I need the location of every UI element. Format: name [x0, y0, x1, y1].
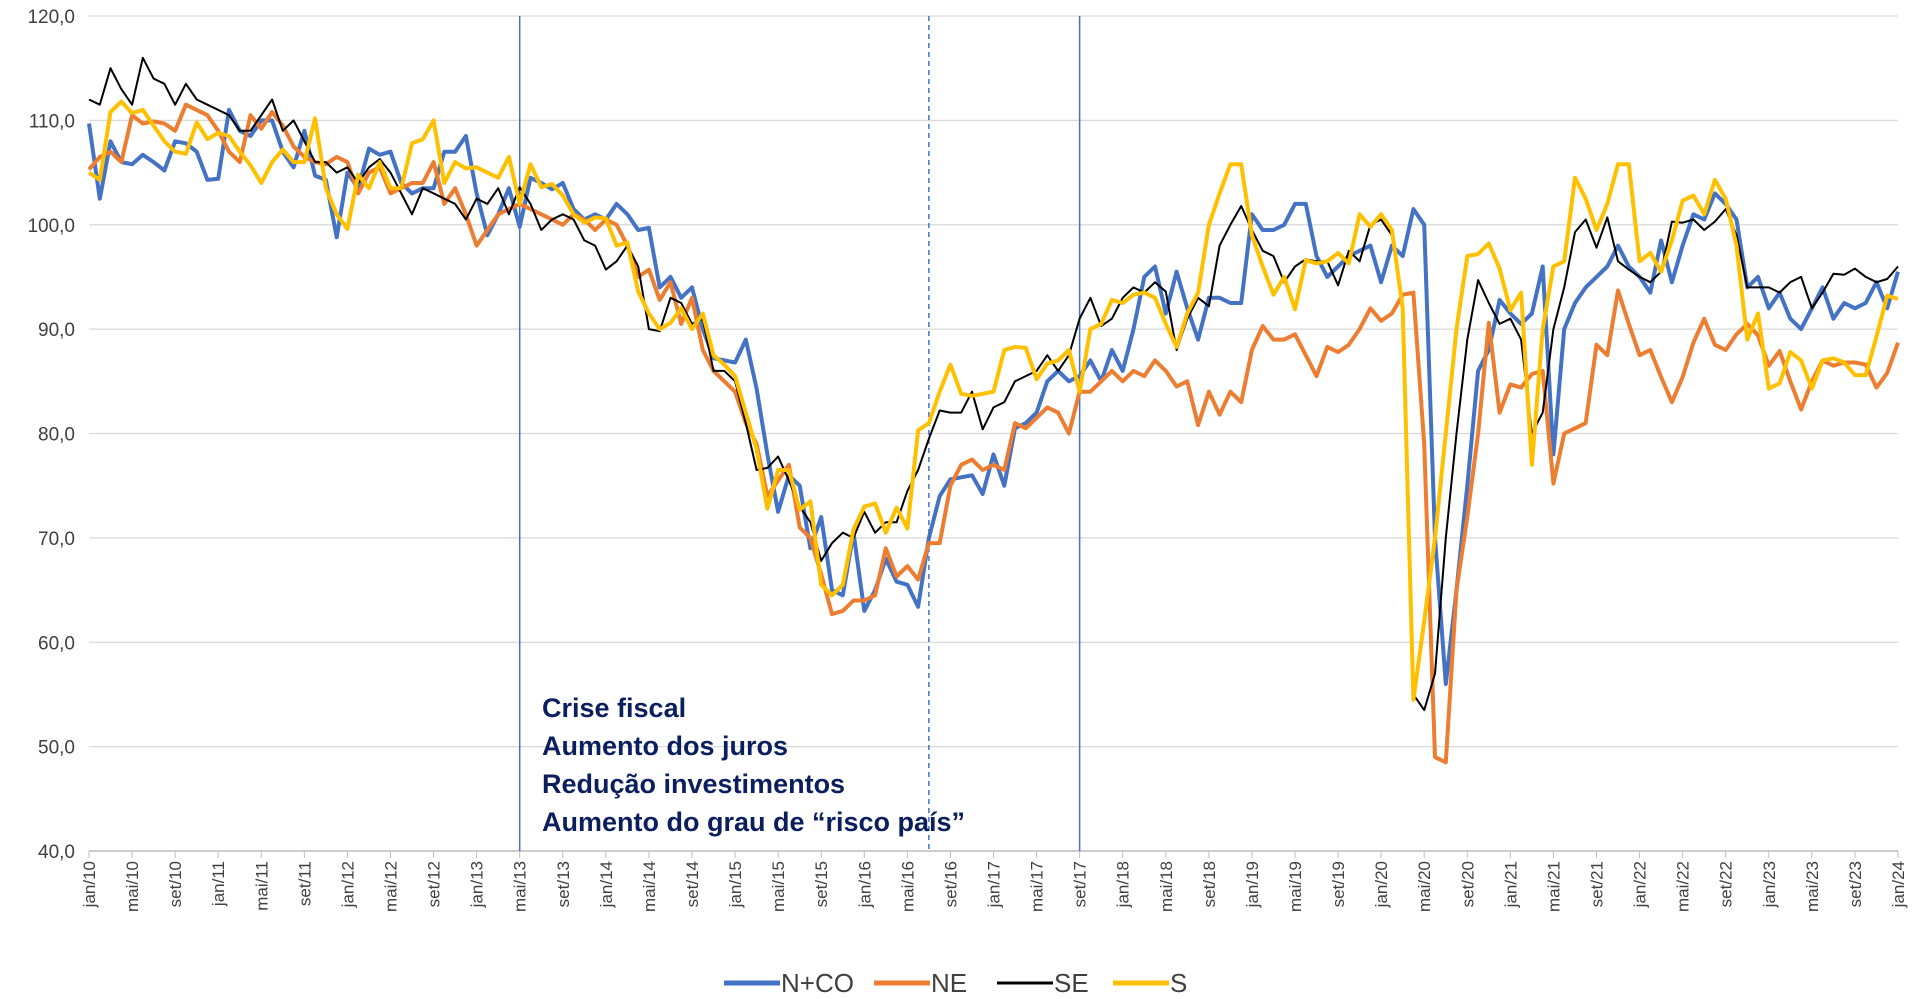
annotation: Redução investimentos [542, 769, 845, 799]
y-tick-label: 60,0 [38, 633, 75, 654]
x-tick-label: mai/15 [769, 861, 788, 912]
x-tick-label: set/21 [1588, 861, 1607, 907]
x-tick-label: jan/14 [597, 861, 616, 908]
x-tick-label: set/16 [941, 861, 960, 907]
x-tick-label: jan/10 [80, 861, 99, 908]
x-tick-label: set/15 [812, 861, 831, 907]
x-tick-label: set/23 [1846, 861, 1865, 907]
y-tick-label: 110,0 [29, 111, 75, 132]
y-tick-label: 100,0 [27, 216, 75, 237]
x-tick-label: jan/16 [855, 861, 874, 908]
x-tick-label: mai/22 [1674, 861, 1693, 912]
legend-label: N+CO [781, 968, 854, 998]
x-tick-label: mai/20 [1415, 861, 1434, 912]
x-tick-label: jan/19 [1243, 861, 1262, 908]
x-tick-label: jan/15 [726, 861, 745, 908]
x-tick-label: mai/13 [511, 861, 530, 912]
x-tick-label: set/13 [554, 861, 573, 907]
x-tick-label: set/12 [425, 861, 444, 907]
annotation: Aumento do grau de “risco país” [542, 807, 965, 837]
x-tick-label: jan/11 [209, 861, 228, 907]
x-tick-label: jan/24 [1889, 861, 1908, 908]
x-tick-label: set/17 [1071, 861, 1090, 907]
x-tick-label: mai/10 [123, 861, 142, 912]
x-tick-label: jan/20 [1372, 861, 1391, 908]
series-line [87, 102, 1900, 765]
x-tick-label: set/20 [1458, 861, 1477, 907]
series-line [88, 56, 1899, 712]
x-tick-label: set/10 [166, 861, 185, 907]
y-tick-label: 50,0 [38, 738, 75, 759]
legend-label: SE [1054, 968, 1089, 998]
y-tick-label: 70,0 [38, 529, 75, 550]
x-tick-label: jan/23 [1760, 861, 1779, 908]
legend-label: S [1170, 968, 1187, 998]
x-tick-label: mai/19 [1286, 861, 1305, 912]
x-tick-label: set/11 [295, 861, 314, 906]
legend-label: NE [931, 968, 967, 998]
x-tick-label: mai/14 [640, 861, 659, 912]
annotation: Crise fiscal [542, 693, 686, 723]
x-tick-label: mai/12 [382, 861, 401, 912]
x-tick-label: jan/21 [1501, 861, 1520, 908]
x-tick-label: set/22 [1717, 861, 1736, 907]
y-tick-label: 80,0 [38, 425, 75, 446]
x-tick-label: mai/21 [1544, 861, 1563, 912]
x-tick-label: mai/23 [1803, 861, 1822, 912]
x-tick-label: jan/13 [468, 861, 487, 908]
x-tick-label: jan/22 [1631, 861, 1650, 908]
x-tick-label: jan/12 [338, 861, 357, 908]
series-line [87, 99, 1899, 702]
y-tick-label: 120,0 [27, 7, 75, 28]
x-tick-label: set/14 [683, 861, 702, 907]
x-tick-label: set/18 [1200, 861, 1219, 907]
x-tick-label: set/19 [1329, 861, 1348, 907]
annotation: Aumento dos juros [542, 731, 788, 761]
series-line [87, 107, 1900, 686]
x-tick-label: mai/16 [898, 861, 917, 912]
x-tick-label: jan/18 [1114, 861, 1133, 908]
y-tick-label: 90,0 [38, 320, 75, 341]
x-tick-label: mai/11 [252, 861, 271, 911]
y-tick-label: 40,0 [38, 842, 75, 863]
x-tick-label: mai/17 [1028, 861, 1047, 912]
x-tick-label: mai/18 [1157, 861, 1176, 912]
x-tick-label: jan/17 [985, 861, 1004, 908]
